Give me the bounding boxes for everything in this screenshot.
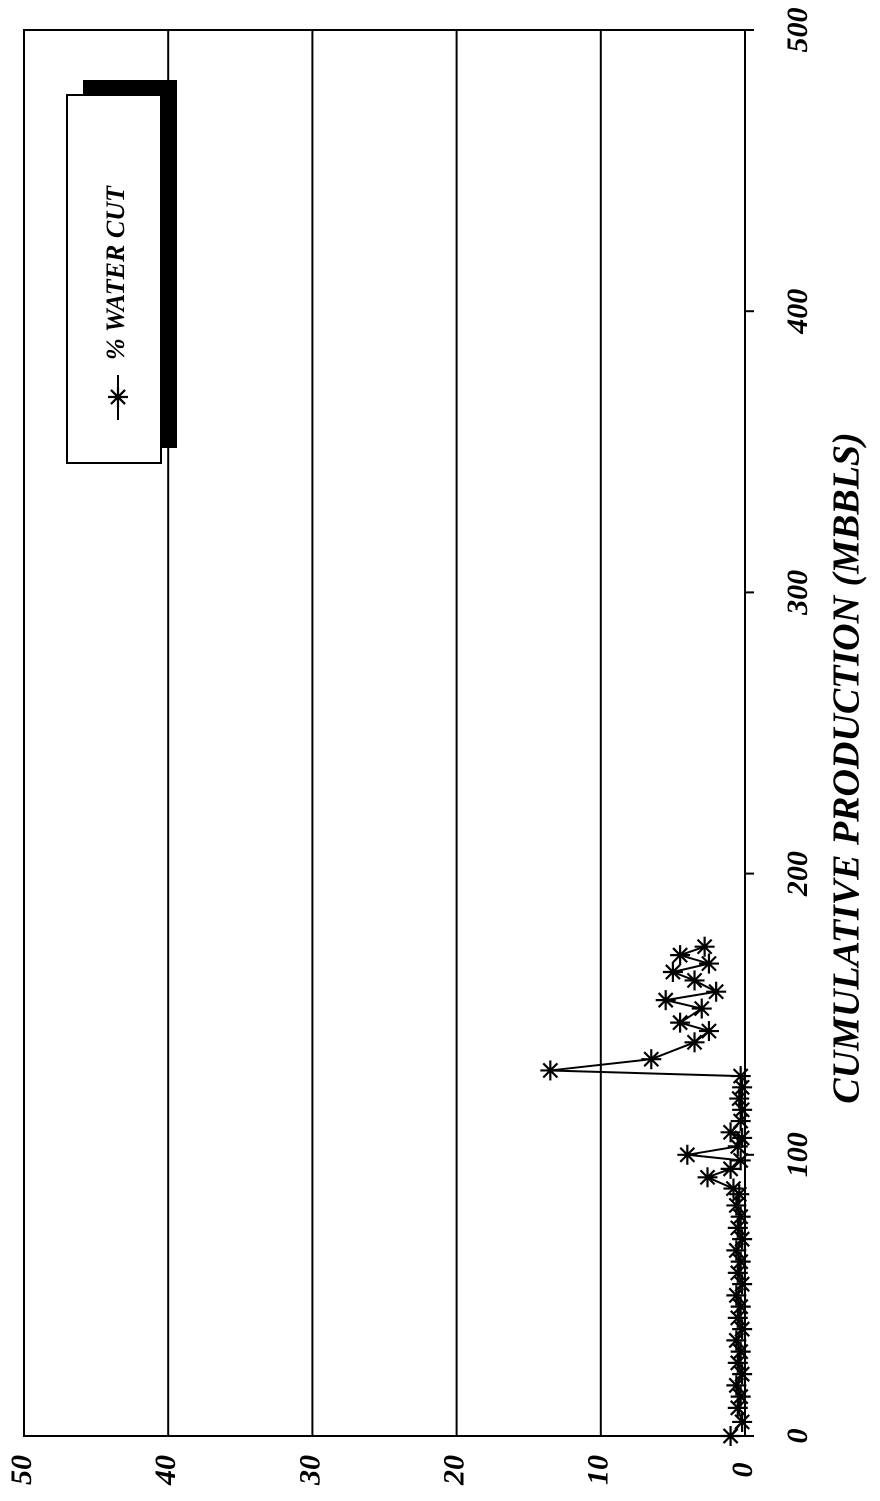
data-point-marker (670, 1012, 691, 1033)
data-point-marker (697, 1167, 718, 1188)
data-point-marker (540, 1060, 561, 1081)
data-point-marker (677, 1144, 698, 1165)
data-point-marker (655, 990, 676, 1011)
data-point-marker (662, 962, 683, 983)
data-point-marker (727, 1262, 748, 1283)
legend-marker-glyph (108, 387, 128, 407)
data-point-marker (706, 981, 727, 1002)
data-point-marker (727, 1136, 748, 1157)
y-tick-label: 0 (726, 1463, 759, 1478)
x-tick-labels: 0 100 200 300 400 500 (745, 8, 814, 1444)
x-tick-label: 0 (781, 1429, 814, 1444)
data-point-marker (720, 1426, 741, 1446)
x-tick-label: 300 (781, 570, 814, 616)
data-point-marker (723, 1178, 744, 1199)
x-tick-label: 500 (781, 8, 814, 53)
data-point-marker (694, 936, 715, 957)
legend: % WATER CUT (66, 80, 177, 464)
data-point-marker (698, 1021, 719, 1042)
series-markers (540, 936, 753, 1446)
series-line (550, 945, 744, 1437)
grid-lines (167, 30, 602, 1436)
y-tick-label: 30 (293, 1455, 326, 1486)
y-tick-label: 40 (149, 1455, 182, 1486)
data-point-marker (730, 1066, 751, 1087)
x-axis-title: CUMULATIVE PRODUCTION (MBBLS) (826, 432, 868, 1103)
x-tick-label: 100 (781, 1132, 814, 1177)
data-point-marker (732, 1411, 753, 1432)
y-tick-labels: 0 10 20 30 40 50 (5, 1455, 759, 1486)
data-point-marker (670, 945, 691, 966)
plot-frame (23, 29, 746, 1437)
data-point-marker (720, 1158, 741, 1179)
y-tick-label: 50 (5, 1455, 38, 1485)
data-point-marker (698, 953, 719, 974)
data-point-marker (641, 1049, 662, 1070)
x-tick-label: 400 (781, 289, 814, 335)
legend-label: % WATER CUT (101, 185, 130, 360)
y-tick-label: 20 (437, 1455, 470, 1486)
data-point-marker (684, 970, 705, 991)
data-point-marker (691, 998, 712, 1019)
data-point-marker (730, 1150, 751, 1171)
x-tick-label: 200 (781, 851, 814, 897)
data-point-marker (684, 1032, 705, 1053)
series-polyline (550, 945, 744, 1437)
y-tick-label: 10 (582, 1455, 615, 1485)
legend-asterisk-icon (108, 387, 128, 407)
